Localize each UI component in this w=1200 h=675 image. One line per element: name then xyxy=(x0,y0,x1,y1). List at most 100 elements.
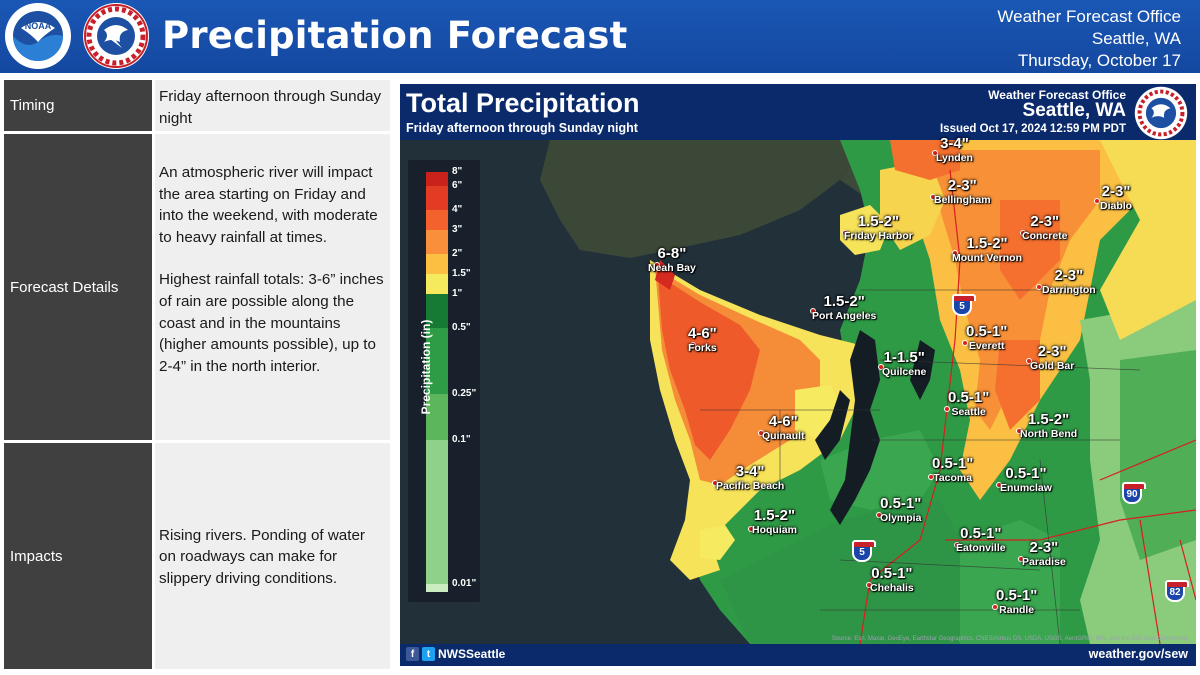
precip-amount: 1.5-2" xyxy=(1027,411,1070,428)
location-label: 0.5-1" Eatonville xyxy=(956,526,1006,555)
location-label: 0.5-1" Olympia xyxy=(880,495,922,525)
precip-amount: 2-3" xyxy=(1030,213,1060,230)
legend-swatch xyxy=(426,328,448,394)
city-name: Darrington xyxy=(1042,284,1096,296)
precip-amount: 3-4" xyxy=(940,135,969,152)
map-source-credit: Source: Esri, Maxar, GeoEye, Earthstar G… xyxy=(831,636,1188,642)
precip-amount: 3-4" xyxy=(735,463,765,480)
legend-color-bar xyxy=(426,172,448,592)
precipitation-map: Total Precipitation Friday afternoon thr… xyxy=(400,84,1196,666)
city-name: Hoquiam xyxy=(752,524,797,536)
legend-label: 2" xyxy=(452,248,463,259)
precip-amount: 0.5-1" xyxy=(966,323,1008,340)
location-label: 1.5-2" Mount Vernon xyxy=(952,235,1022,265)
precip-amount: 6-8" xyxy=(657,245,687,262)
website-link[interactable]: weather.gov/sew xyxy=(1088,647,1188,661)
city-name: Randle xyxy=(999,604,1035,616)
location-label: 2-3" Gold Bar xyxy=(1030,344,1075,373)
location-marker-icon xyxy=(748,526,754,532)
row-value: Friday afternoon through Sunday night xyxy=(155,80,390,131)
legend-swatch xyxy=(426,172,448,186)
facebook-icon: f xyxy=(406,647,419,661)
legend-label: 0.25" xyxy=(452,388,477,399)
timing-text: Friday afternoon through Sunday night xyxy=(159,88,382,127)
precip-amount: 1-1.5" xyxy=(883,349,925,366)
location-marker-icon xyxy=(944,406,950,412)
map-city: Seattle, WA xyxy=(1022,100,1126,121)
precip-amount: 2-3" xyxy=(1101,183,1131,200)
location-label: 2-3" Concrete xyxy=(1022,213,1068,243)
location-marker-icon xyxy=(1016,428,1022,434)
location-marker-icon xyxy=(758,430,764,436)
location-marker-icon xyxy=(810,308,816,314)
location-label: 0.5-1" Tacoma xyxy=(932,456,973,485)
city-name: Everett xyxy=(968,340,1005,352)
map-issued-time: Issued Oct 17, 2024 12:59 PM PDT xyxy=(939,123,1126,135)
social-handle-text: NWSSeattle xyxy=(438,647,506,661)
location-label: 1-1.5" Quilcene xyxy=(882,349,927,379)
row-label: Forecast Details xyxy=(4,134,152,440)
city-name: Mount Vernon xyxy=(952,252,1022,264)
city-name: Tacoma xyxy=(933,472,973,484)
city-name: Quinault xyxy=(762,430,805,442)
legend-label: 3" xyxy=(452,224,463,235)
location-label: 2-3" Paradise xyxy=(1022,540,1066,569)
precip-amount: 1.5-2" xyxy=(823,293,865,310)
legend-title: Precipitation (in) xyxy=(419,319,433,415)
city-name: Pacific Beach xyxy=(716,480,785,492)
location-marker-icon xyxy=(1036,284,1042,290)
svg-text:NOAA: NOAA xyxy=(25,21,52,31)
legend-swatch xyxy=(426,584,448,592)
map-office: Weather Forecast Office xyxy=(988,88,1126,102)
location-marker-icon xyxy=(996,482,1002,488)
location-marker-icon xyxy=(1020,230,1026,236)
social-handle[interactable]: f t NWSSeattle xyxy=(406,647,505,661)
city-name: Quilcene xyxy=(882,366,927,378)
highway-shield-icon: 5 xyxy=(852,540,876,562)
location-label: 4-6" Forks xyxy=(688,326,717,355)
precip-amount: 2-3" xyxy=(1054,267,1084,284)
legend-label: 1" xyxy=(452,288,463,299)
city-name: Enumclaw xyxy=(1000,482,1052,494)
header-office-info: Weather Forecast Office Seattle, WA Thur… xyxy=(997,6,1181,72)
row-label: Timing xyxy=(4,80,152,131)
legend-label: 6" xyxy=(452,180,463,191)
location-label: 2-3" Bellingham xyxy=(934,177,991,207)
legend-label: 0.5" xyxy=(452,322,471,333)
city-name: Gold Bar xyxy=(1030,360,1075,372)
city-name: Bellingham xyxy=(934,194,991,206)
location-marker-icon xyxy=(712,480,718,486)
header-bar: NOAA Precipitation Forecast Weather Fore… xyxy=(0,0,1200,73)
precip-amount: 2-3" xyxy=(947,177,977,194)
city-name: Concrete xyxy=(1022,230,1068,242)
location-marker-icon xyxy=(932,150,938,156)
nws-logo-icon xyxy=(83,3,149,69)
location-marker-icon xyxy=(876,512,882,518)
location-label: 1.5-2" Friday Harbor xyxy=(844,214,913,243)
city-name: Forks xyxy=(688,342,717,354)
highway-shield-icon: 82 xyxy=(1165,580,1189,602)
legend-label: 1.5" xyxy=(452,268,471,279)
precip-amount: 0.5-1" xyxy=(880,495,922,512)
city-name: Paradise xyxy=(1022,556,1066,568)
city-name: Eatonville xyxy=(956,542,1006,554)
location-marker-icon xyxy=(1018,556,1024,562)
noaa-logo-icon: NOAA xyxy=(5,3,71,69)
precip-amount: 1.5-2" xyxy=(966,235,1008,252)
header-city: Seattle, WA xyxy=(1091,29,1181,48)
map-terrain xyxy=(400,140,1196,644)
table-row-impacts: Impacts Rising rivers. Ponding of water … xyxy=(4,443,390,669)
location-marker-icon xyxy=(690,342,696,348)
location-marker-icon xyxy=(1026,358,1032,364)
location-label: 2-3" Diablo xyxy=(1100,183,1132,213)
legend-label: 0.1" xyxy=(452,434,471,445)
legend-swatch xyxy=(426,254,448,274)
city-name: Seattle xyxy=(951,406,986,418)
location-label: 1.5-2" North Bend xyxy=(1020,411,1077,441)
location-label: 6-8" Neah Bay xyxy=(648,245,696,275)
table-row-forecast-details: Forecast Details An atmospheric river wi… xyxy=(4,134,390,440)
city-name: Port Angeles xyxy=(812,310,877,322)
location-marker-icon xyxy=(952,250,958,256)
legend-swatch xyxy=(426,274,448,294)
location-marker-icon xyxy=(842,230,848,236)
